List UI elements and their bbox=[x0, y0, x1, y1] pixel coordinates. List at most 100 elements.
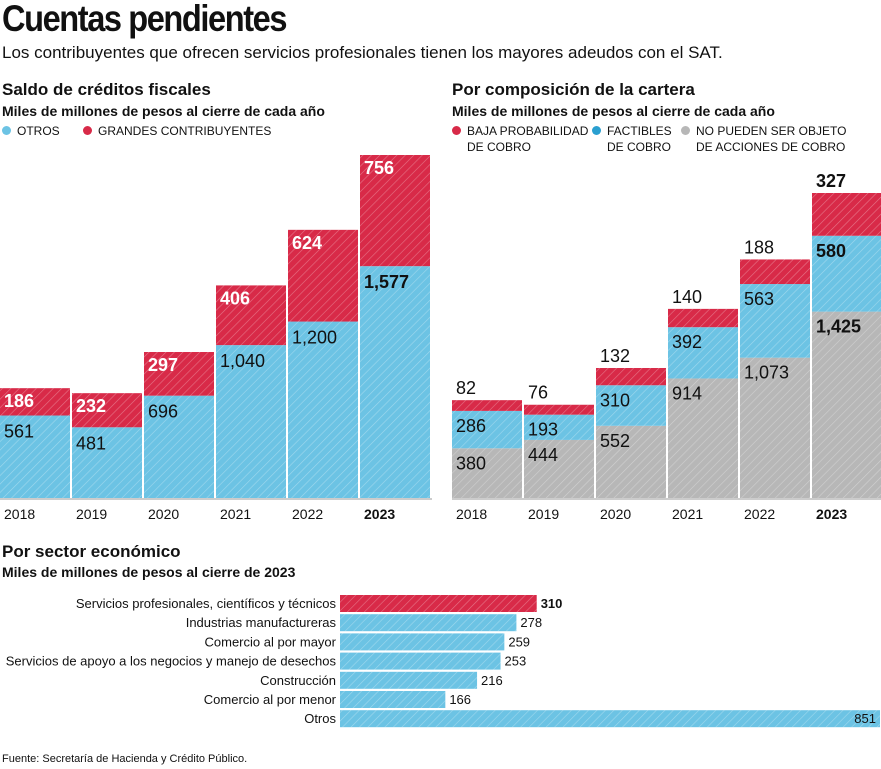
chart3-bar-0-hatch bbox=[340, 595, 537, 612]
chart2-bar-baja-2021 bbox=[668, 308, 738, 328]
chart2-label-nopueden-2019: 444 bbox=[528, 445, 558, 465]
chart2-bar-nopueden-2020-hatch bbox=[596, 425, 666, 498]
chart2-legend-item-nopueden: NO PUEDEN SER OBJETO DE ACCIONES DE COBRO bbox=[681, 123, 846, 155]
chart2-label-factibles-2019: 193 bbox=[528, 420, 558, 440]
chart3-bar-6-hatch bbox=[340, 710, 880, 728]
chart2-bar-factibles-2018-hatch bbox=[452, 410, 522, 449]
chart1-bar-otros-2019-hatch bbox=[72, 427, 142, 498]
chart2-tick-2019: 2019 bbox=[528, 506, 559, 522]
source-note: Fuente: Secretaría de Hacienda y Crédito… bbox=[2, 753, 248, 765]
chart3-bar-2-hatch bbox=[340, 633, 505, 651]
chart1-label-otros-2020: 696 bbox=[148, 402, 178, 422]
chart2-label-factibles-2023: 580 bbox=[816, 241, 846, 261]
chart1-bar-otros-2018-hatch bbox=[0, 415, 70, 498]
chart2-bar-factibles-2022 bbox=[740, 284, 810, 358]
chart1-label-grandes-2022: 624 bbox=[292, 233, 322, 253]
chart1-bar-otros-2020 bbox=[144, 395, 214, 498]
chart1-label-otros-2022: 1,200 bbox=[292, 328, 337, 348]
chart2-bar-baja-2020 bbox=[596, 367, 666, 386]
chart2-bar-factibles-2021 bbox=[668, 327, 738, 379]
chart1-tick-2018: 2018 bbox=[4, 506, 35, 522]
chart2-label-baja-2020: 132 bbox=[600, 346, 630, 366]
chart2-bar-baja-2019 bbox=[524, 404, 594, 415]
chart1-bar-grandes-2019-hatch bbox=[72, 393, 142, 428]
legend-dot-red bbox=[452, 126, 461, 135]
chart2-bar-nopueden-2020 bbox=[596, 425, 666, 498]
chart2-tick-2020: 2020 bbox=[600, 506, 631, 522]
chart1-bar-grandes-2018 bbox=[0, 388, 70, 416]
chart1-label-grandes-2019: 232 bbox=[76, 396, 106, 416]
chart3-category-label-4: Construcción bbox=[260, 673, 336, 688]
chart2-label-factibles-2022: 563 bbox=[744, 289, 774, 309]
chart1-bar-grandes-2020 bbox=[144, 352, 214, 396]
legend-dot-blue bbox=[592, 126, 601, 135]
chart1-legend-item-otros: OTROS bbox=[2, 124, 60, 138]
chart2-plot: 82 286 380 2018 76 193 444 2019 132 310 552 2020 140… bbox=[452, 171, 881, 522]
chart2-legend-item-factibles: FACTIBLES DE COBRO bbox=[592, 123, 672, 155]
chart2-label-nopueden-2022: 1,073 bbox=[744, 363, 789, 383]
chart1-label-grandes-2020: 297 bbox=[148, 355, 178, 375]
chart2-bar-baja-2022-hatch bbox=[740, 259, 810, 285]
chart2-label-baja-2021: 140 bbox=[672, 287, 702, 307]
chart1-bar-grandes-2023 bbox=[360, 155, 430, 267]
chart2-tick-2023: 2023 bbox=[816, 506, 847, 522]
chart1-bar-grandes-2022-hatch bbox=[288, 229, 358, 322]
chart3-value-label-5: 166 bbox=[449, 692, 471, 707]
chart2-bar-baja-2022 bbox=[740, 259, 810, 285]
legend-dot-blue bbox=[2, 126, 11, 135]
chart1-bar-otros-2020-hatch bbox=[144, 395, 214, 498]
chart3-value-label-6: 851 bbox=[854, 711, 876, 726]
chart3-bar-1-hatch bbox=[340, 614, 517, 632]
chart2-bar-baja-2020-hatch bbox=[596, 367, 666, 386]
chart1-label-grandes-2018: 186 bbox=[4, 391, 34, 411]
chart3-bar-2 bbox=[340, 633, 505, 651]
chart3-value-label-0: 310 bbox=[541, 596, 563, 611]
chart1-legend: OTROS GRANDES CONTRIBUYENTES bbox=[2, 123, 271, 139]
chart2-label-baja-2019: 76 bbox=[528, 383, 548, 403]
chart2-bar-baja-2023-hatch bbox=[812, 193, 881, 236]
chart2-bar-baja-2018-hatch bbox=[452, 400, 522, 411]
chart3-bar-4 bbox=[340, 671, 478, 689]
legend-dot-red bbox=[83, 126, 93, 135]
chart2-tick-2018: 2018 bbox=[456, 506, 487, 522]
chart2-bar-factibles-2022-hatch bbox=[740, 284, 810, 358]
chart1-bar-grandes-2020-hatch bbox=[144, 352, 214, 396]
page-title: Cuentas pendientes bbox=[2, 0, 287, 39]
chart2-subtitle: Miles de millones de pesos al cierre de … bbox=[452, 103, 775, 119]
chart1-bar-otros-2019 bbox=[72, 427, 142, 498]
chart1-bar-grandes-2018-hatch bbox=[0, 388, 70, 416]
chart2-label-nopueden-2023: 1,425 bbox=[816, 317, 861, 337]
chart2-label-baja-2023: 327 bbox=[816, 171, 846, 191]
chart1-plot: 186 561 2018 232 481 2019 297 696 2020 406 1,040 20… bbox=[0, 155, 432, 522]
chart3-bar-5-hatch bbox=[340, 691, 446, 708]
chart2-bar-factibles-2019 bbox=[524, 414, 594, 440]
chart2-tick-2021: 2021 bbox=[672, 506, 703, 522]
chart3-value-label-1: 278 bbox=[520, 615, 542, 630]
chart2-bar-baja-2023 bbox=[812, 193, 881, 236]
chart3-category-label-3: Servicios de apoyo a los negocios y mane… bbox=[6, 654, 337, 669]
chart3-category-label-2: Comercio al por mayor bbox=[205, 634, 337, 649]
chart3-bar-3-hatch bbox=[340, 652, 501, 670]
chart1-label-otros-2018: 561 bbox=[4, 422, 34, 442]
chart2-bar-nopueden-2021 bbox=[668, 378, 738, 498]
chart3-bar-3 bbox=[340, 652, 501, 670]
chart3-value-label-3: 253 bbox=[505, 654, 527, 669]
chart3-bar-6 bbox=[340, 710, 880, 728]
chart1-tick-2022: 2022 bbox=[292, 506, 323, 522]
chart1-label-otros-2023: 1,577 bbox=[364, 272, 409, 292]
chart1-bar-otros-2021-hatch bbox=[216, 345, 286, 498]
chart2-label-baja-2018: 82 bbox=[456, 378, 476, 398]
chart1-title: Saldo de créditos fiscales bbox=[2, 80, 211, 99]
chart1-tick-2021: 2021 bbox=[220, 506, 251, 522]
chart3-title: Por sector económico bbox=[2, 542, 181, 561]
chart2-bar-nopueden-2021-hatch bbox=[668, 378, 738, 498]
chart1-label-otros-2019: 481 bbox=[76, 433, 106, 453]
chart1-bar-grandes-2023-hatch bbox=[360, 155, 430, 267]
chart1-tick-2019: 2019 bbox=[76, 506, 107, 522]
chart2-title: Por composición de la cartera bbox=[452, 80, 695, 99]
chart1-legend-item-grandes: GRANDES CONTRIBUYENTES bbox=[83, 124, 271, 138]
chart3-bar-1 bbox=[340, 614, 517, 632]
chart3-category-label-1: Industrias manufactureras bbox=[186, 615, 337, 630]
chart3-category-label-6: Otros bbox=[304, 711, 336, 726]
